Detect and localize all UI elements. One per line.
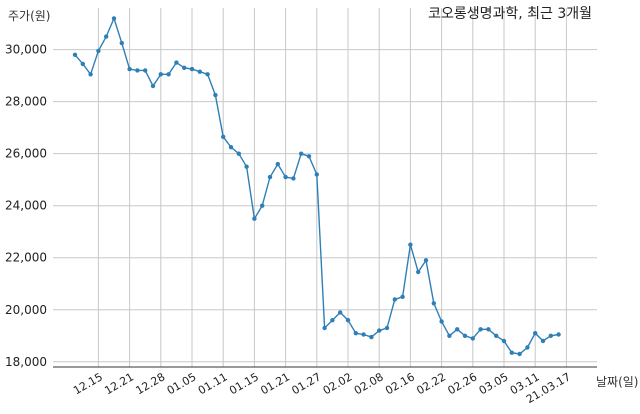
data-point bbox=[283, 174, 288, 180]
y-tick-label: 24,000 bbox=[5, 199, 47, 213]
data-point bbox=[166, 72, 171, 77]
data-point bbox=[548, 333, 553, 338]
data-point bbox=[540, 338, 546, 344]
data-point bbox=[72, 52, 78, 57]
data-point bbox=[556, 332, 561, 337]
data-point bbox=[377, 328, 382, 333]
data-point bbox=[423, 258, 429, 263]
data-point bbox=[486, 327, 491, 332]
x-tick-label: 02.22 bbox=[414, 370, 448, 397]
data-point bbox=[174, 60, 179, 65]
y-tick-label: 22,000 bbox=[5, 251, 47, 265]
price-series-points bbox=[72, 16, 561, 357]
data-point bbox=[353, 331, 358, 336]
data-point bbox=[299, 151, 304, 156]
data-point bbox=[252, 216, 257, 221]
data-point bbox=[189, 66, 195, 72]
data-point bbox=[236, 151, 241, 156]
y-tick-label: 30,000 bbox=[5, 43, 47, 57]
x-tick-label: 12.28 bbox=[134, 370, 168, 397]
data-point bbox=[88, 72, 93, 77]
y-tick-label: 26,000 bbox=[5, 147, 47, 161]
data-point bbox=[455, 327, 460, 332]
data-point bbox=[439, 319, 444, 324]
x-tick-labels: 12.1512.2112.2801.0501.1101.1501.2101.27… bbox=[71, 370, 573, 406]
data-point bbox=[111, 16, 117, 21]
y-axis-label: 주가(원) bbox=[8, 9, 50, 23]
data-point bbox=[533, 331, 538, 336]
data-point bbox=[392, 297, 397, 302]
x-tick-label: 02.08 bbox=[352, 370, 386, 397]
data-point bbox=[104, 34, 109, 39]
x-tick-label: 03.05 bbox=[477, 370, 511, 397]
data-point bbox=[525, 345, 530, 350]
data-point bbox=[135, 68, 140, 73]
data-point bbox=[205, 72, 210, 77]
data-point bbox=[330, 318, 335, 323]
y-tick-label: 28,000 bbox=[5, 95, 47, 109]
data-point bbox=[267, 174, 273, 180]
data-point bbox=[119, 40, 125, 46]
data-point bbox=[345, 318, 351, 323]
data-point bbox=[275, 161, 280, 167]
x-tick-label: 01.11 bbox=[196, 370, 230, 397]
data-point bbox=[143, 68, 148, 73]
data-point bbox=[509, 350, 514, 355]
data-point bbox=[197, 69, 202, 74]
data-point bbox=[260, 203, 265, 208]
data-point bbox=[462, 333, 468, 338]
data-point bbox=[494, 333, 499, 338]
x-tick-label: 01.15 bbox=[227, 370, 261, 397]
data-point bbox=[213, 92, 218, 98]
x-tick-label: 01.27 bbox=[290, 370, 324, 397]
data-point bbox=[408, 242, 413, 247]
x-tick-label: 02.16 bbox=[383, 370, 417, 397]
data-point bbox=[478, 327, 483, 332]
data-point bbox=[80, 61, 86, 67]
x-tick-label: 12.15 bbox=[71, 370, 105, 397]
data-point bbox=[150, 83, 156, 89]
x-axis-label: 날짜(일) bbox=[596, 375, 638, 389]
chart-title: 코오롱생명과학, 최근 3개월 bbox=[428, 6, 592, 22]
data-point bbox=[470, 336, 475, 341]
data-point bbox=[314, 172, 319, 177]
x-tick-label: 02.26 bbox=[446, 370, 480, 397]
data-point bbox=[416, 269, 421, 275]
data-point bbox=[501, 338, 507, 344]
data-point bbox=[338, 310, 343, 315]
data-point bbox=[96, 48, 101, 54]
data-point bbox=[182, 65, 187, 71]
data-point bbox=[384, 325, 390, 331]
data-point bbox=[447, 333, 452, 338]
data-point bbox=[431, 301, 436, 306]
data-point bbox=[322, 325, 327, 331]
y-tick-label: 20,000 bbox=[5, 303, 47, 317]
data-point bbox=[306, 154, 312, 159]
data-point bbox=[361, 332, 366, 337]
data-point bbox=[221, 134, 226, 139]
grid bbox=[53, 8, 597, 367]
data-point bbox=[127, 66, 132, 72]
data-point bbox=[158, 72, 163, 77]
data-point bbox=[369, 334, 374, 340]
data-point bbox=[244, 164, 249, 169]
x-tick-label: 01.05 bbox=[165, 370, 199, 397]
y-tick-label: 18,000 bbox=[5, 355, 47, 369]
data-point bbox=[291, 176, 296, 181]
x-tick-label: 12.21 bbox=[102, 370, 136, 397]
data-point bbox=[517, 351, 522, 357]
data-point bbox=[400, 294, 405, 299]
data-point bbox=[228, 145, 234, 150]
x-tick-label: 01.21 bbox=[258, 370, 292, 397]
y-tick-labels: 18,000 20,000 22,000 24,000 26,000 28,000 30,0… bbox=[5, 43, 47, 369]
x-tick-label: 02.02 bbox=[321, 370, 355, 397]
